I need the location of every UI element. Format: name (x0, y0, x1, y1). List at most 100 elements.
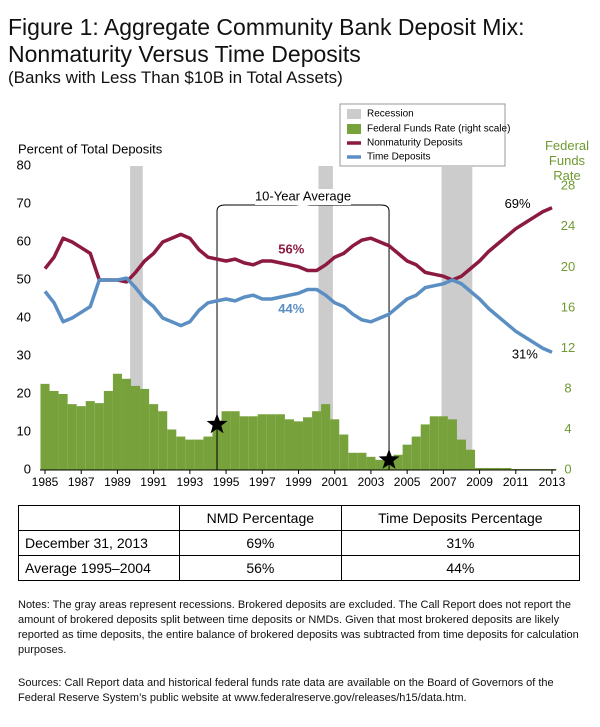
bar (67, 404, 77, 470)
y-tick-label: 80 (17, 157, 31, 172)
bar (447, 419, 457, 470)
row-label: Average 1995–2004 (18, 555, 180, 581)
bar (520, 468, 530, 470)
x-tick-label: 2003 (358, 475, 385, 489)
bar (475, 467, 485, 470)
bar (112, 373, 122, 470)
legend-swatch (347, 109, 361, 119)
x-tick-label: 2001 (321, 475, 348, 489)
bar (529, 468, 539, 470)
bar (402, 444, 412, 470)
x-tick-label: 2005 (394, 475, 421, 489)
bar (465, 449, 476, 470)
bar (248, 416, 258, 470)
legend-label: Federal Funds Rate (right scale) (367, 124, 510, 135)
bar (194, 439, 204, 470)
y-tick-label: 20 (17, 385, 31, 400)
title-line-2: Nonmaturity Versus Time Deposits (8, 41, 361, 67)
x-tick-label: 1999 (285, 475, 312, 489)
y-tick-label: 0 (24, 461, 31, 476)
bar (357, 452, 367, 470)
bar (293, 421, 304, 470)
bar (538, 468, 548, 470)
row-label: December 31, 2013 (18, 530, 180, 556)
bar (149, 404, 159, 470)
bar (76, 406, 86, 470)
y2-tick-label: 4 (564, 421, 571, 436)
y2-tick-label: 8 (564, 380, 571, 395)
bar (321, 404, 331, 470)
x-tick-label: 2007 (430, 475, 457, 489)
y2-axis-label: Federal Funds Rate (544, 138, 590, 183)
x-tick-label: 1985 (32, 475, 59, 489)
bar (484, 467, 494, 470)
x-tick-label: 1993 (177, 475, 204, 489)
subtitle: (Banks with Less Than $10B in Total Asse… (8, 68, 343, 87)
x-tick-label: 2011 (503, 475, 529, 489)
y-tick-label: 50 (17, 271, 31, 286)
y2-tick-label: 0 (564, 461, 571, 476)
x-tick-label: 1989 (104, 475, 131, 489)
bar (493, 467, 503, 470)
header-cell: Time Deposits Percentage (340, 505, 581, 531)
bar (502, 467, 512, 470)
header-cell: NMD Percentage (179, 505, 342, 531)
y-tick-label: 40 (17, 309, 31, 324)
bar (312, 411, 322, 470)
x-tick-label: 1991 (140, 475, 167, 489)
bar (203, 436, 213, 470)
bar (375, 459, 385, 470)
x-tick-label: 2013 (539, 475, 566, 489)
bar (94, 403, 104, 470)
bar (511, 468, 521, 470)
bar (221, 411, 231, 470)
average-star (206, 413, 228, 434)
bar (275, 414, 285, 470)
bar (366, 456, 376, 470)
bar (85, 401, 95, 470)
table-row: Average 1995–2004 56% 44% (18, 555, 581, 581)
bar (456, 439, 466, 470)
series-label: 69% (505, 196, 531, 211)
y2-tick-label: 24 (561, 218, 575, 233)
y2-tick-label: 28 (561, 178, 575, 193)
y-tick-label: 60 (17, 233, 31, 248)
bar (230, 411, 240, 470)
series-label: 31% (512, 347, 538, 362)
bar (411, 436, 421, 470)
legend-swatch (347, 124, 361, 134)
bar (176, 436, 186, 470)
bar (303, 417, 313, 470)
bar (158, 411, 168, 470)
bar (420, 424, 430, 470)
x-tick-label: 1995 (213, 475, 240, 489)
line (43, 276, 553, 354)
y-axis-label: Percent of Total Deposits (18, 141, 163, 156)
bar (131, 385, 141, 470)
corner-cell (18, 505, 180, 531)
recession-band (318, 166, 333, 470)
bar (348, 452, 358, 470)
series-label: 56% (278, 242, 304, 257)
bar (330, 419, 340, 470)
y2-tick-label: 20 (561, 259, 575, 274)
bar (49, 390, 59, 470)
legend-label: Time Deposits (367, 152, 431, 163)
bar (393, 454, 403, 470)
legend-box (339, 103, 506, 167)
x-tick-label: 2009 (466, 475, 493, 489)
bracket-label-bg (255, 189, 352, 205)
bar (284, 419, 294, 470)
bar (103, 390, 113, 470)
y-tick-label: 10 (17, 423, 31, 438)
y2-tick-label: 12 (561, 340, 575, 355)
title: Figure 1: Aggregate Community Bank Depos… (8, 14, 525, 40)
bar (121, 378, 132, 470)
legend-label: Recession (367, 109, 414, 120)
bar (40, 383, 50, 470)
bar (547, 468, 557, 470)
cell: 44% (340, 555, 581, 581)
bar (266, 414, 276, 470)
table-row: December 31, 2013 69% 31% (18, 530, 581, 556)
